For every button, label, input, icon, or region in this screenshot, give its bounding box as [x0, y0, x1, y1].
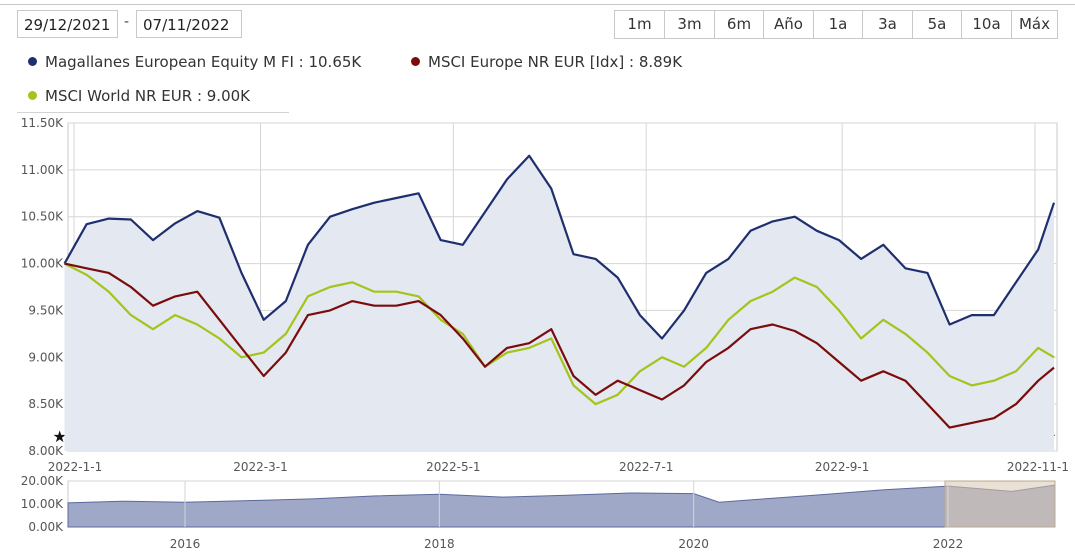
series-line-msci-europe-nr-eur-idx: [64, 262, 1055, 429]
range-selector: 1m 3m 6m Año 1a 3a 5a 10a Máx: [614, 10, 1058, 39]
navigator-x-label: 2016: [170, 537, 201, 551]
range-button-3m[interactable]: 3m: [665, 11, 715, 38]
y-tick-label: 10.50K: [21, 210, 64, 224]
top-divider: [0, 4, 1075, 5]
x-tick-label: 2022-3-1: [233, 460, 287, 474]
y-tick-label: 11.00K: [21, 163, 64, 177]
range-button-ytd[interactable]: Año: [764, 11, 814, 38]
legend-dot-icon: [28, 57, 37, 66]
range-button-6m[interactable]: 6m: [715, 11, 764, 38]
x-tick-label: 2022-9-1: [815, 460, 869, 474]
range-button-1a[interactable]: 1a: [814, 11, 863, 38]
date-range-separator: -: [124, 14, 130, 30]
date-from-input[interactable]: 29/12/2021: [17, 10, 118, 38]
x-tick-label: 2022-1-1: [48, 460, 102, 474]
legend-label: MSCI World NR EUR : 9.00K: [45, 87, 250, 105]
legend-dot-icon: [28, 91, 37, 100]
legend-label: MSCI Europe NR EUR [Idx] : 8.89K: [428, 53, 683, 71]
legend-item-magallanes[interactable]: Magallanes European Equity M FI : 10.65K: [28, 53, 361, 71]
range-button-10a[interactable]: 10a: [962, 11, 1012, 38]
navigator-selection: [944, 480, 1056, 528]
legend-divider: [17, 112, 289, 113]
x-tick-label: 2022-5-1: [426, 460, 480, 474]
series-line-msci-world-nr-eur: [64, 262, 1055, 406]
navigator-y-label: 0.00K: [28, 520, 64, 534]
series-area-magallanes: [64, 155, 1054, 452]
y-tick-label: 8.00K: [28, 444, 64, 458]
range-button-5a[interactable]: 5a: [913, 11, 962, 38]
y-tick-label: 9.50K: [28, 303, 64, 317]
legend-dot-icon: [411, 57, 420, 66]
navigator-x-label: 2018: [424, 537, 455, 551]
range-button-max[interactable]: Máx: [1012, 11, 1057, 38]
y-tick-label: 9.00K: [28, 350, 64, 364]
legend-item-msci-world[interactable]: MSCI World NR EUR : 9.00K: [28, 87, 250, 105]
range-button-1m[interactable]: 1m: [615, 11, 665, 38]
navigator-y-label: 10.00K: [21, 497, 64, 511]
navigator-x-label: 2022: [933, 537, 964, 551]
y-tick-label: 11.50K: [21, 116, 64, 130]
navigator-y-label: 20.00K: [21, 474, 64, 488]
legend-item-msci-europe[interactable]: MSCI Europe NR EUR [Idx] : 8.89K: [411, 53, 682, 71]
date-to-input[interactable]: 07/11/2022: [136, 10, 242, 38]
range-button-3a[interactable]: 3a: [863, 11, 913, 38]
x-tick-label: 2022-7-1: [619, 460, 673, 474]
y-tick-label: 10.00K: [21, 257, 64, 271]
x-tick-label: 2022-11-1: [1007, 460, 1069, 474]
legend-label: Magallanes European Equity M FI : 10.65K: [45, 53, 362, 71]
navigator-x-label: 2020: [678, 537, 709, 551]
series-line-magallanes-european-equity-m-fi: [63, 154, 1056, 340]
y-tick-label: 8.50K: [28, 397, 64, 411]
